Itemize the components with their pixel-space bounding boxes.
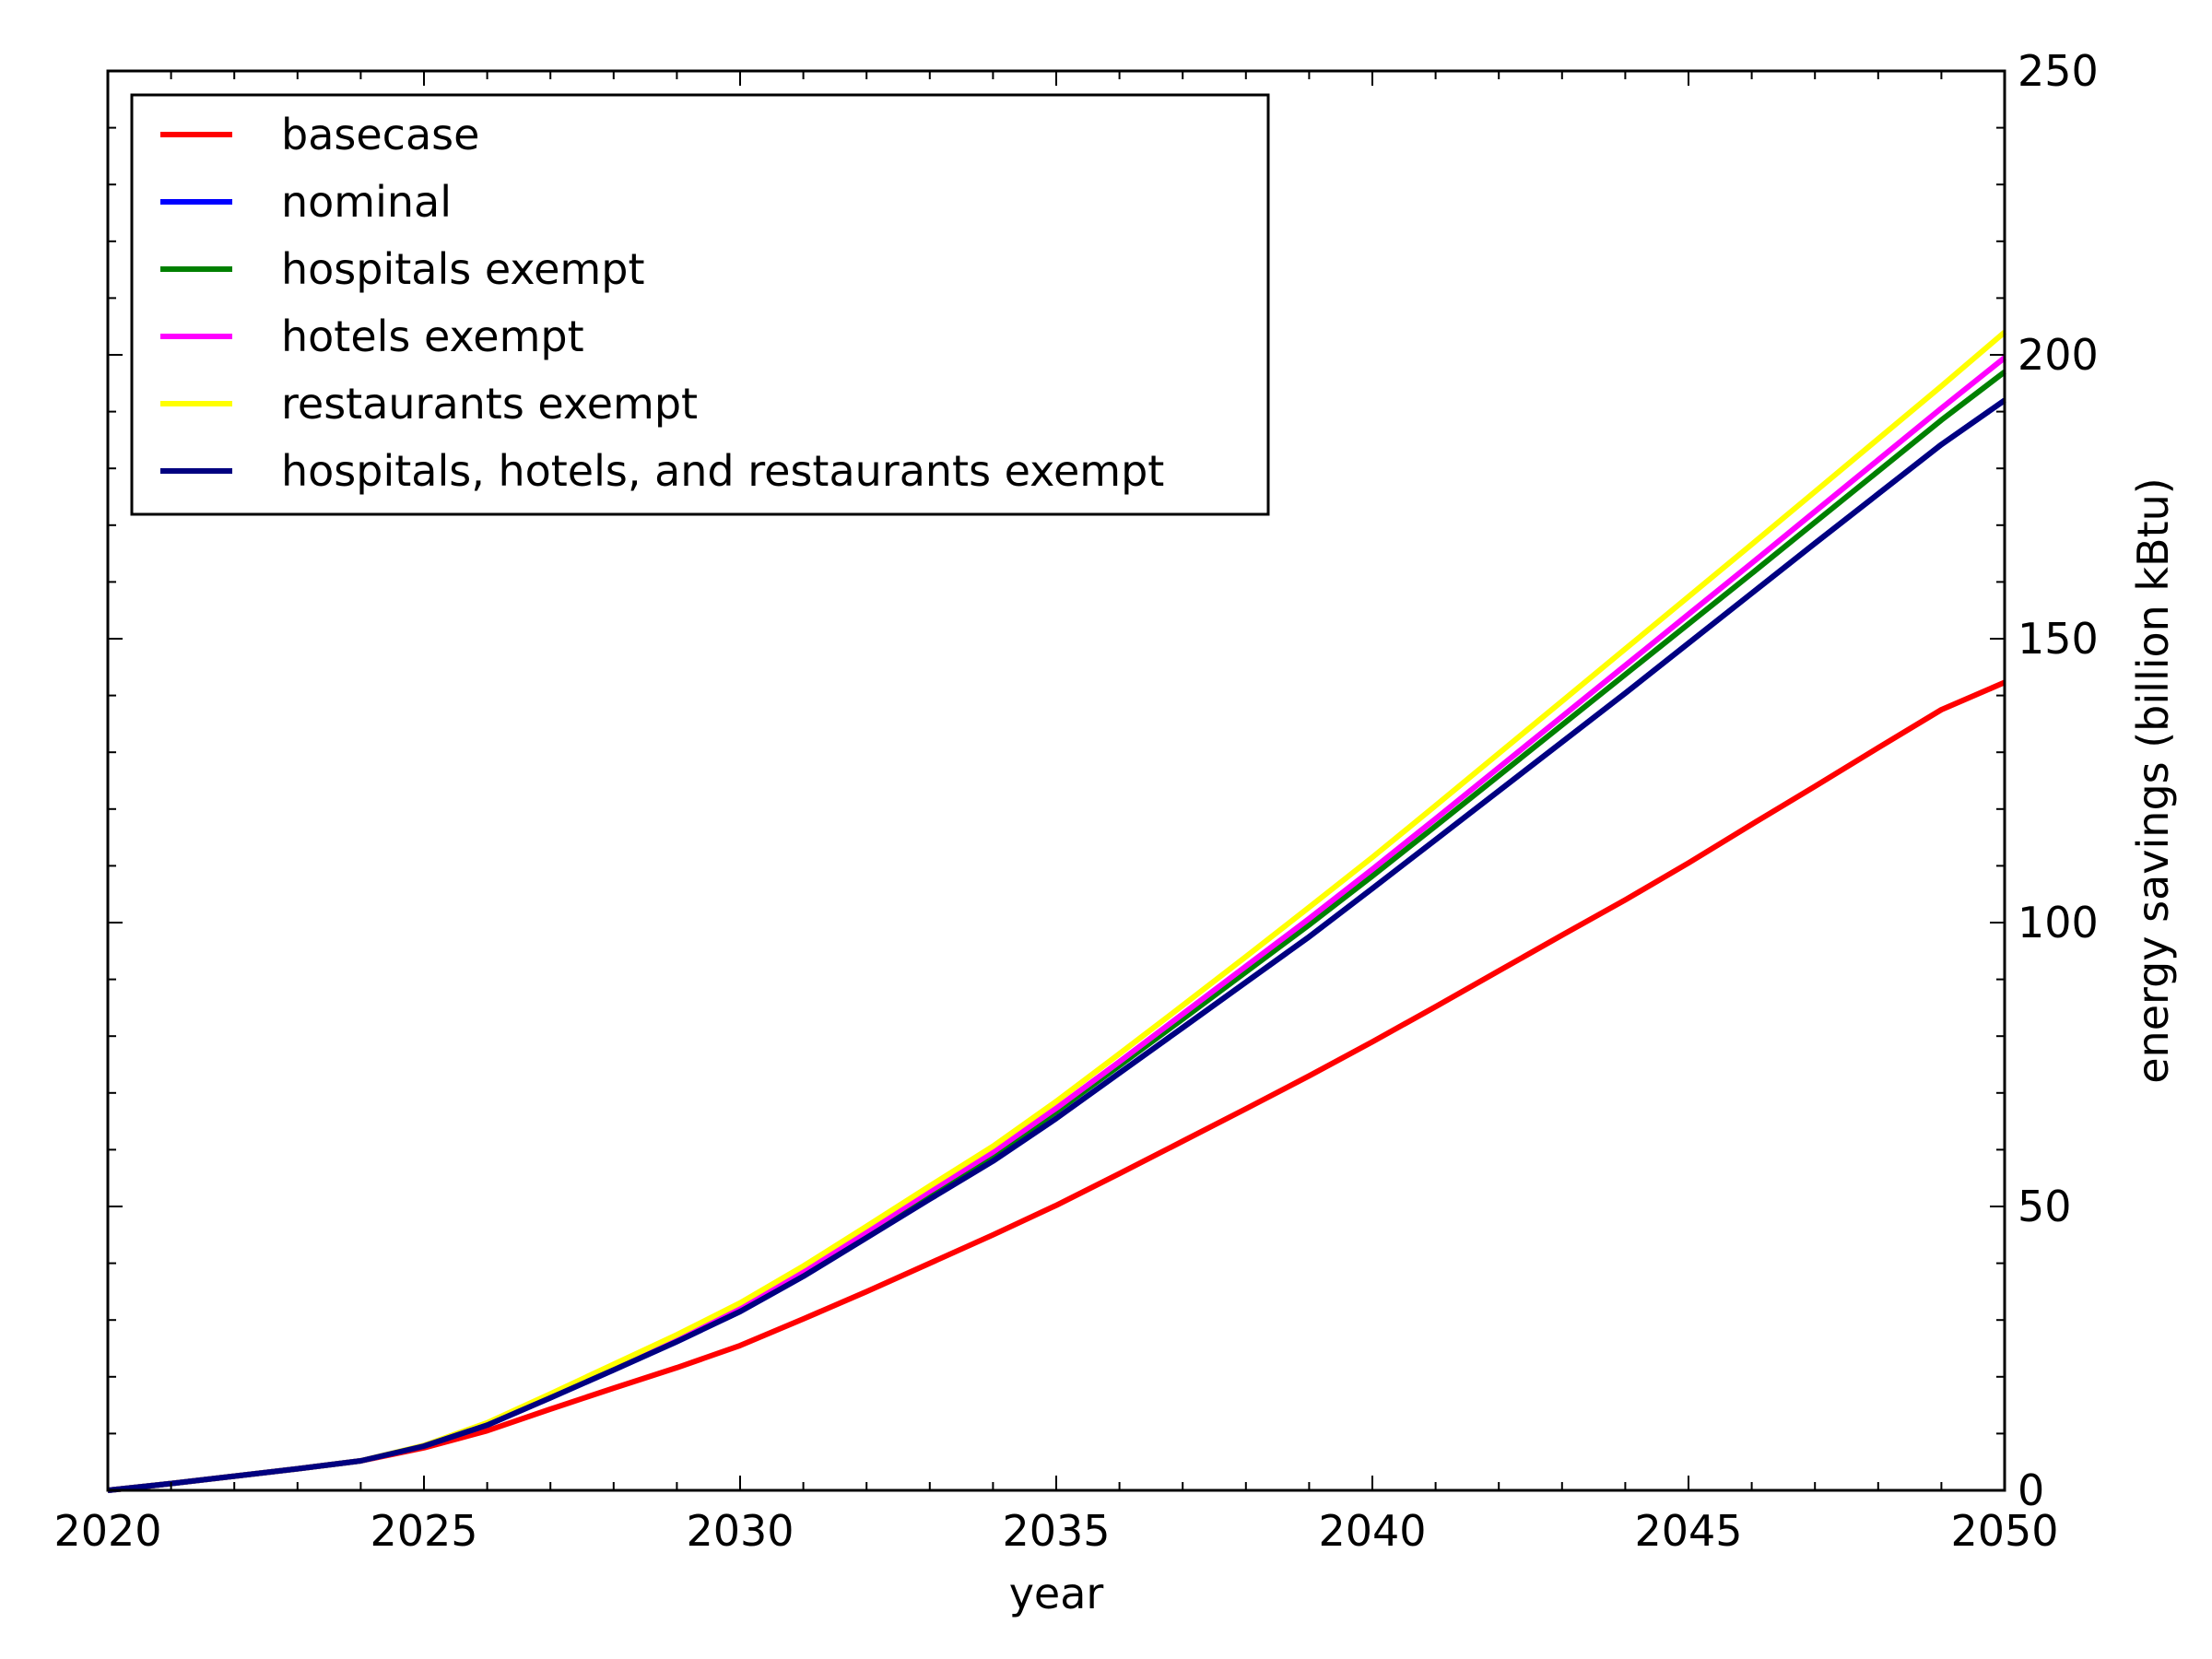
legend-label: hotels exempt	[281, 312, 584, 361]
x-tick-label: 2025	[370, 1506, 477, 1556]
y-tick-label: 0	[2018, 1465, 2044, 1515]
x-tick-label: 2030	[686, 1506, 794, 1556]
y-axis-label: energy savings (billion kBtu)	[2128, 477, 2178, 1084]
legend-label: hospitals, hotels, and restaurants exemp…	[281, 446, 1164, 496]
x-tick-label: 2020	[53, 1506, 161, 1556]
series-layer	[107, 330, 2006, 1493]
y-tick-label: 250	[2018, 46, 2099, 96]
series-line-5	[107, 397, 2006, 1493]
legend-entry: hospitals, hotels, and restaurants exemp…	[160, 446, 1164, 496]
y-tick-label: 150	[2018, 614, 2099, 664]
x-tick-label: 2040	[1318, 1506, 1426, 1556]
legend-box	[130, 93, 1270, 516]
x-tick-label: 2050	[1950, 1506, 2058, 1556]
legend-label: restaurants exempt	[281, 379, 698, 429]
legend-entry: hotels exempt	[160, 312, 584, 361]
legend-label: nominal	[281, 177, 452, 227]
legend-label: basecase	[281, 110, 479, 159]
x-tick-label: 2035	[1002, 1506, 1110, 1556]
legend-entry: basecase	[160, 110, 479, 159]
legend-entry: hospitals exempt	[160, 244, 644, 294]
legend-entries: basecase nominal hospitals exempt hotels ex…	[160, 110, 1164, 496]
legend-entry: restaurants exempt	[160, 379, 698, 429]
legend-entry: nominal	[160, 177, 452, 227]
x-axis-label: year	[1009, 1569, 1104, 1618]
y-tick-label: 200	[2018, 330, 2099, 380]
legend-label: hospitals exempt	[281, 244, 644, 294]
x-tick-label: 2045	[1634, 1506, 1742, 1556]
y-tick-label: 100	[2018, 898, 2099, 947]
legend: basecase nominal hospitals exempt hotels ex…	[130, 93, 1270, 516]
y-tick-label: 50	[2018, 1182, 2072, 1231]
